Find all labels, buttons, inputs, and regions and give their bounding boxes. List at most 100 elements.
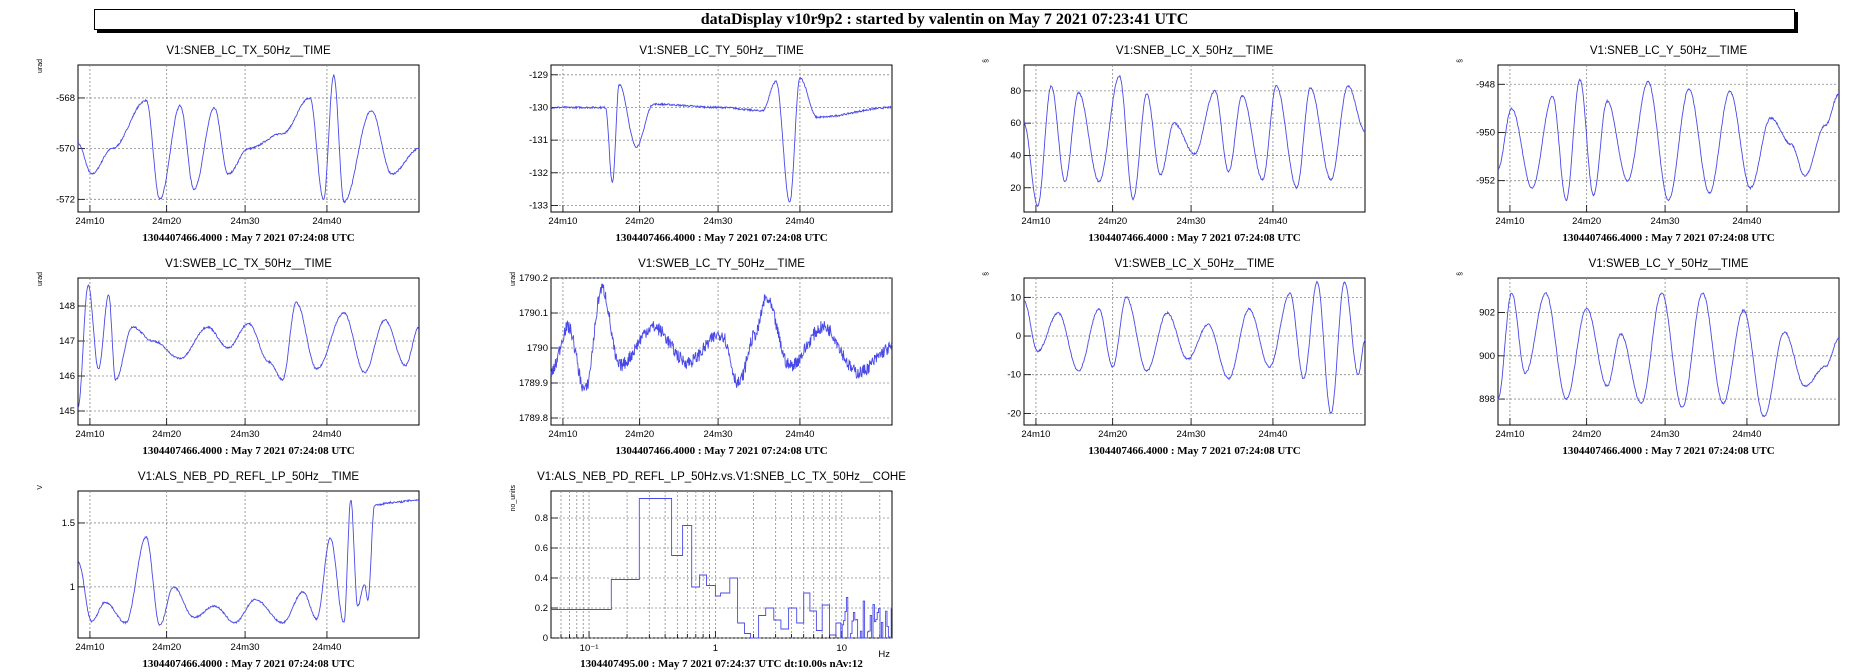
- y-tick-label: -20: [1007, 408, 1021, 419]
- y-tick-label: 148: [59, 301, 75, 312]
- x-tick-label: 24m10: [75, 216, 104, 227]
- plot-title: V1:SNEB_LC_Y_50Hz__TIME: [1590, 45, 1748, 57]
- y-axis-label: urad: [510, 272, 517, 286]
- y-tick-label: 1790: [527, 343, 548, 354]
- plot-frame: [77, 64, 420, 213]
- x-tick-label: 24m10: [1021, 429, 1050, 440]
- y-tick-label: 1789.9: [519, 378, 548, 389]
- y-axis-label: V: [37, 485, 44, 490]
- x-tick-label: 24m10: [548, 429, 577, 440]
- x-tick-label: 24m10: [75, 642, 104, 653]
- y-tick-label: 900: [1479, 351, 1495, 362]
- x-tick-label: 24m20: [1572, 429, 1601, 440]
- series-trace: [77, 284, 420, 409]
- plot-footer: 1304407466.4000 : May 7 2021 07:24:08 UT…: [142, 445, 354, 457]
- x-tick-label: 24m20: [625, 216, 654, 227]
- y-tick-label: 80: [1010, 86, 1021, 97]
- x-tick-label: 24m10: [75, 429, 104, 440]
- y-tick-label: -952: [1476, 176, 1495, 187]
- plot-footer: 1304407466.4000 : May 7 2021 07:24:08 UT…: [1088, 445, 1300, 457]
- plot-title: V1:ALS_NEB_PD_REFL_LP_50Hz.vs.V1:SNEB_LC…: [537, 471, 906, 483]
- x-tick-label: 10⁻¹: [580, 643, 599, 654]
- y-tick-label: 147: [59, 336, 75, 347]
- x-tick-label: 24m40: [1258, 429, 1287, 440]
- y-tick-label: 1790.2: [519, 273, 548, 284]
- panel-8: 898 900 902 24m10 24m20 24m30 24m40 V1:SWEB_LC_…: [1457, 258, 1840, 457]
- y-tick-label: -570: [56, 144, 75, 155]
- x-tick-label: 24m40: [1258, 216, 1287, 227]
- y-tick-label: 1.5: [62, 518, 75, 529]
- plot-frame: [1497, 64, 1840, 213]
- y-tick-label: -948: [1476, 79, 1495, 90]
- y-tick-label: 20: [1010, 183, 1021, 194]
- x-tick-label: 24m10: [1495, 216, 1524, 227]
- series-trace: [1497, 291, 1840, 418]
- x-tick-label: 24m30: [704, 429, 733, 440]
- y-tick-label: 1: [70, 582, 75, 593]
- y-axis-label: urad: [37, 272, 44, 286]
- plot-title: V1:SWEB_LC_TY_50Hz__TIME: [638, 258, 805, 270]
- plot-footer: 1304407466.4000 : May 7 2021 07:24:08 UT…: [615, 445, 827, 457]
- x-tick-label: 24m10: [1021, 216, 1050, 227]
- panel-4: -948 -950 -952 24m10 24m20 24m30 24m40 V1:SNEB_…: [1457, 45, 1840, 244]
- y-tick-label: -572: [56, 194, 75, 205]
- x-tick-label: 24m20: [152, 216, 181, 227]
- y-axis-label: §: [1457, 272, 1464, 276]
- plot-footer: 1304407466.4000 : May 7 2021 07:24:08 UT…: [615, 232, 827, 244]
- x-tick-label: 24m10: [1495, 429, 1524, 440]
- plot-frame: [77, 277, 420, 426]
- panel-3: 20 40 60 80 24m10 24m20 24m30 24m40 V1:SNEB_LC_X…: [983, 45, 1366, 244]
- x-tick-label: 24m40: [785, 216, 814, 227]
- x-tick-label: 24m20: [152, 429, 181, 440]
- x-tick-label: 24m30: [1177, 216, 1206, 227]
- plot-footer: 1304407466.4000 : May 7 2021 07:24:08 UT…: [1088, 232, 1300, 244]
- y-tick-label: 0.6: [535, 543, 548, 554]
- y-tick-label: 0: [543, 633, 548, 644]
- plot-frame: [1497, 277, 1840, 426]
- x-tick-label: 24m40: [312, 429, 341, 440]
- y-tick-label: -10: [1007, 370, 1021, 381]
- y-tick-label: 145: [59, 406, 75, 417]
- y-axis-label: §: [983, 59, 990, 63]
- y-tick-label: -130: [529, 102, 548, 113]
- window-title: dataDisplay v10r9p2 : started by valenti…: [94, 9, 1795, 30]
- x-tick-label: 24m20: [152, 642, 181, 653]
- series-trace: [550, 77, 893, 203]
- panel-6: 1789.8 1789.9 1790 1790.1 1790.2 24m10 24m20 24…: [510, 258, 893, 457]
- y-tick-label: -131: [529, 135, 548, 146]
- y-tick-label: -132: [529, 168, 548, 179]
- series-trace: [1497, 78, 1840, 202]
- plot-title: V1:ALS_NEB_PD_REFL_LP_50Hz__TIME: [138, 471, 359, 483]
- x-tick-label: 24m40: [785, 429, 814, 440]
- plot-title: V1:SWEB_LC_Y_50Hz__TIME: [1589, 258, 1749, 270]
- x-tick-label: 24m40: [1732, 429, 1761, 440]
- y-tick-label: 10: [1010, 292, 1021, 303]
- y-axis-label: §: [1457, 59, 1464, 63]
- series-trace: [77, 499, 420, 627]
- plot-frame: [77, 490, 420, 639]
- y-tick-label: 902: [1479, 308, 1495, 319]
- plot-footer: 1304407466.4000 : May 7 2021 07:24:08 UT…: [1562, 445, 1774, 457]
- plot-title: V1:SNEB_LC_TX_50Hz__TIME: [166, 45, 331, 57]
- y-tick-label: 0.8: [535, 513, 548, 524]
- x-tick-label: 1: [713, 643, 718, 654]
- y-tick-label: -129: [529, 70, 548, 81]
- y-tick-label: 0.2: [535, 603, 548, 614]
- plot-footer: 1304407466.4000 : May 7 2021 07:24:08 UT…: [1562, 232, 1774, 244]
- series-trace: [550, 283, 893, 392]
- panel-9: 1 1.5 24m10 24m20 24m30 24m40 V1:ALS_NEB_PD_RE…: [37, 471, 420, 670]
- x-tick-label: 24m20: [1098, 429, 1127, 440]
- y-tick-label: -133: [529, 200, 548, 211]
- x-axis-label: Hz: [878, 649, 890, 660]
- x-tick-label: 24m20: [1098, 216, 1127, 227]
- x-tick-label: 24m30: [1651, 429, 1680, 440]
- plot-footer: 1304407495.00 : May 7 2021 07:24:37 UTC …: [580, 658, 863, 670]
- plot-frame: [550, 277, 893, 426]
- series-trace: [1023, 75, 1366, 208]
- series-trace: [77, 74, 420, 204]
- x-tick-label: 24m30: [231, 642, 260, 653]
